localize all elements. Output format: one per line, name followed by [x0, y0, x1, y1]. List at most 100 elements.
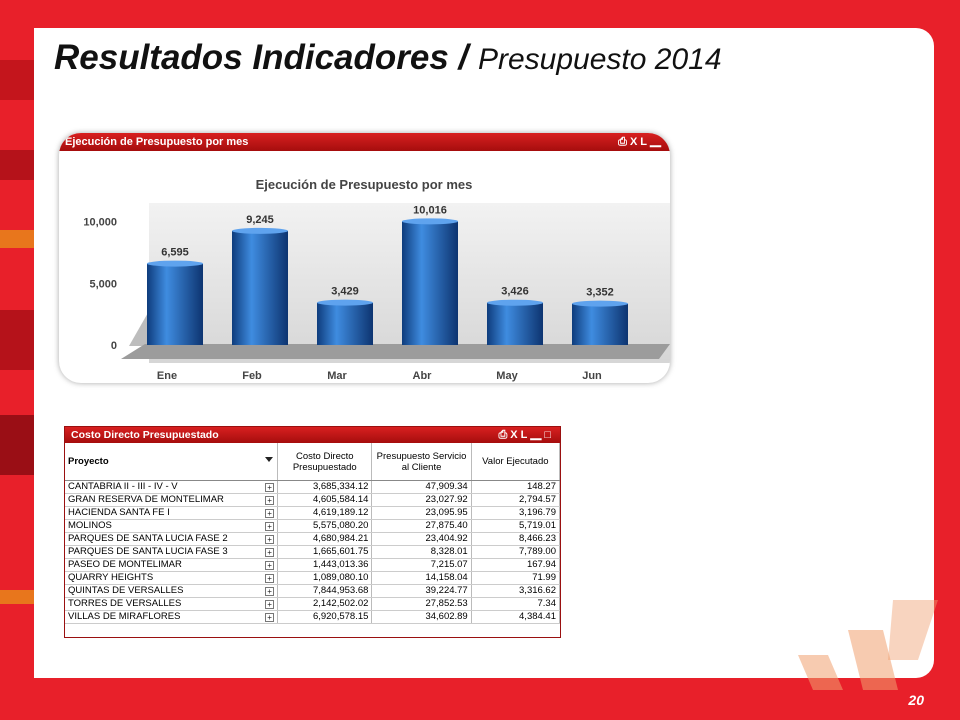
cell-presupuesto-servicio: 27,852.53 [371, 597, 472, 611]
cell-presupuesto-servicio: 8,328.01 [371, 545, 472, 559]
left-stripe-decoration [0, 0, 34, 720]
bar-body[interactable] [147, 263, 203, 345]
cell-presupuesto-servicio: 34,602.89 [371, 610, 472, 624]
cell-proyecto: QUINTAS DE VERSALLES + [65, 584, 279, 598]
cell-valor-ejecutado: 3,316.62 [471, 584, 561, 598]
expand-icon[interactable]: + [265, 535, 275, 544]
table-row[interactable]: QUINTAS DE VERSALLES +7,844,953.68 39,224.… [65, 584, 561, 598]
x-category-label: Jun [582, 370, 602, 382]
column-header-valor-ejecutado[interactable]: Valor Ejecutado [471, 443, 561, 481]
bar-body[interactable] [317, 302, 373, 345]
cell-valor-ejecutado: 7.34 [471, 597, 561, 611]
chart-panel-header[interactable]: Ejecución de Presupuesto por mes ⎙XL▁ [59, 133, 670, 151]
cell-costo-directo: 6,920,578.15 [277, 610, 373, 624]
cell-costo-directo: 7,844,953.68 [277, 584, 373, 598]
bar-cap [572, 300, 628, 307]
table-row[interactable]: GRAN RESERVA DE MONTELIMAR +4,605,584.14 2… [65, 493, 561, 507]
expand-icon[interactable]: + [265, 548, 275, 557]
bar-body[interactable] [487, 302, 543, 345]
cell-presupuesto-servicio: 47,909.34 [371, 480, 472, 494]
expand-icon[interactable]: + [265, 587, 275, 596]
brand-watermark [798, 600, 938, 690]
y-tick-label: 0 [111, 340, 117, 352]
table-row[interactable]: CANTABRIA II - III - IV - V +3,685,334.12… [65, 480, 561, 494]
table-row[interactable]: HACIENDA SANTA FE I +4,619,189.12 23,095.9… [65, 506, 561, 520]
bar-value-label: 9,245 [246, 214, 274, 226]
page-number: 20 [908, 692, 924, 708]
table-row[interactable]: TORRES DE VERSALLES +2,142,502.02 27,852.5… [65, 597, 561, 611]
minimize-icon[interactable]: ▁ [530, 429, 545, 441]
bar-value-label: 10,016 [413, 204, 447, 216]
bar-value-label: 6,595 [161, 247, 189, 259]
bar-cap [147, 260, 203, 267]
cell-presupuesto-servicio: 39,224.77 [371, 584, 472, 598]
expand-icon[interactable]: + [265, 496, 275, 505]
expand-icon[interactable]: + [265, 574, 275, 583]
expand-icon[interactable]: + [265, 561, 275, 570]
table-row[interactable]: PASEO DE MONTELIMAR +1,443,013.36 7,215.07… [65, 558, 561, 572]
cell-costo-directo: 4,619,189.12 [277, 506, 373, 520]
bar-jun[interactable] [572, 300, 628, 345]
cell-valor-ejecutado: 4,384.41 [471, 610, 561, 624]
chart-title: Ejecución de Presupuesto por mes [256, 177, 473, 192]
cell-proyecto: HACIENDA SANTA FE I + [65, 506, 279, 520]
table-panel-header[interactable]: Costo Directo Presupuestado ⎙XL▁□ [65, 427, 560, 443]
budget-chart-panel: Ejecución de Presupuesto por mes ⎙XL▁ Ej… [59, 133, 670, 383]
column-header-costo-directo[interactable]: Costo Directo Presupuestado [277, 443, 373, 481]
x-category-label: Abr [413, 370, 433, 382]
cell-proyecto: VILLAS DE MIRAFLORES + [65, 610, 279, 624]
cell-valor-ejecutado: 8,466.23 [471, 532, 561, 546]
cell-costo-directo: 1,089,080.10 [277, 571, 373, 585]
column-header-presupuesto-servicio[interactable]: Presupuesto Servicio al Cliente [371, 443, 472, 481]
table-row[interactable]: MOLINOS +5,575,080.20 27,875.40 5,719.01 [65, 519, 561, 533]
bar-value-label: 3,352 [586, 287, 614, 299]
cost-table-panel: Costo Directo Presupuestado ⎙XL▁□ Proyec… [64, 426, 561, 638]
x-category-label: Mar [327, 370, 347, 382]
bar-body[interactable] [232, 230, 288, 345]
x-category-label: Feb [242, 370, 262, 382]
cell-costo-directo: 4,680,984.21 [277, 532, 373, 546]
cell-presupuesto-servicio: 23,027.92 [371, 493, 472, 507]
cell-presupuesto-servicio: 23,404.92 [371, 532, 472, 546]
cell-proyecto: CANTABRIA II - III - IV - V + [65, 480, 279, 494]
x-category-label: Ene [157, 370, 177, 382]
cell-proyecto: PARQUES DE SANTA LUCIA FASE 2 + [65, 532, 279, 546]
table-row[interactable]: QUARRY HEIGHTS +1,089,080.10 14,158.04 71.9… [65, 571, 561, 585]
table-row[interactable]: VILLAS DE MIRAFLORES +6,920,578.15 34,602.… [65, 610, 561, 624]
bar-abr[interactable] [402, 218, 458, 345]
expand-icon[interactable]: + [265, 522, 275, 531]
print-icon[interactable]: ⎙ [498, 429, 511, 441]
minimize-icon[interactable]: ▁ [650, 136, 664, 148]
dropdown-arrow-icon[interactable] [265, 457, 274, 462]
bar-may[interactable] [487, 299, 543, 345]
cell-costo-directo: 4,605,584.14 [277, 493, 373, 507]
column-header-proyecto[interactable]: Proyecto [65, 443, 279, 481]
cell-presupuesto-servicio: 7,215.07 [371, 558, 472, 572]
cell-valor-ejecutado: 71.99 [471, 571, 561, 585]
bar-value-label: 3,429 [331, 286, 359, 298]
xl-export-icon[interactable]: XL [629, 136, 650, 148]
bar-ene[interactable] [147, 260, 203, 345]
cell-valor-ejecutado: 3,196.79 [471, 506, 561, 520]
expand-icon[interactable]: + [265, 600, 275, 609]
cell-presupuesto-servicio: 27,875.40 [371, 519, 472, 533]
print-icon[interactable]: ⎙ [618, 136, 630, 148]
table-row[interactable]: PARQUES DE SANTA LUCIA FASE 3 +1,665,601.… [65, 545, 561, 559]
table-row[interactable]: PARQUES DE SANTA LUCIA FASE 2 +4,680,984.… [65, 532, 561, 546]
maximize-icon[interactable]: □ [544, 429, 554, 441]
bar-body[interactable] [572, 303, 628, 345]
y-tick-label: 10,000 [83, 217, 117, 229]
xl-export-icon[interactable]: XL [510, 429, 531, 441]
bar-cap [232, 227, 288, 234]
cell-presupuesto-servicio: 23,095.95 [371, 506, 472, 520]
expand-icon[interactable]: + [265, 613, 275, 622]
expand-icon[interactable]: + [265, 483, 275, 492]
x-category-label: May [496, 370, 518, 382]
cost-table: Proyecto Costo Directo Presupuestado Pre… [65, 443, 561, 624]
cell-proyecto: QUARRY HEIGHTS + [65, 571, 279, 585]
bar-body[interactable] [402, 221, 458, 345]
bar-mar[interactable] [317, 299, 373, 345]
cell-valor-ejecutado: 148.27 [471, 480, 561, 494]
bar-feb[interactable] [232, 227, 288, 345]
expand-icon[interactable]: + [265, 509, 275, 518]
